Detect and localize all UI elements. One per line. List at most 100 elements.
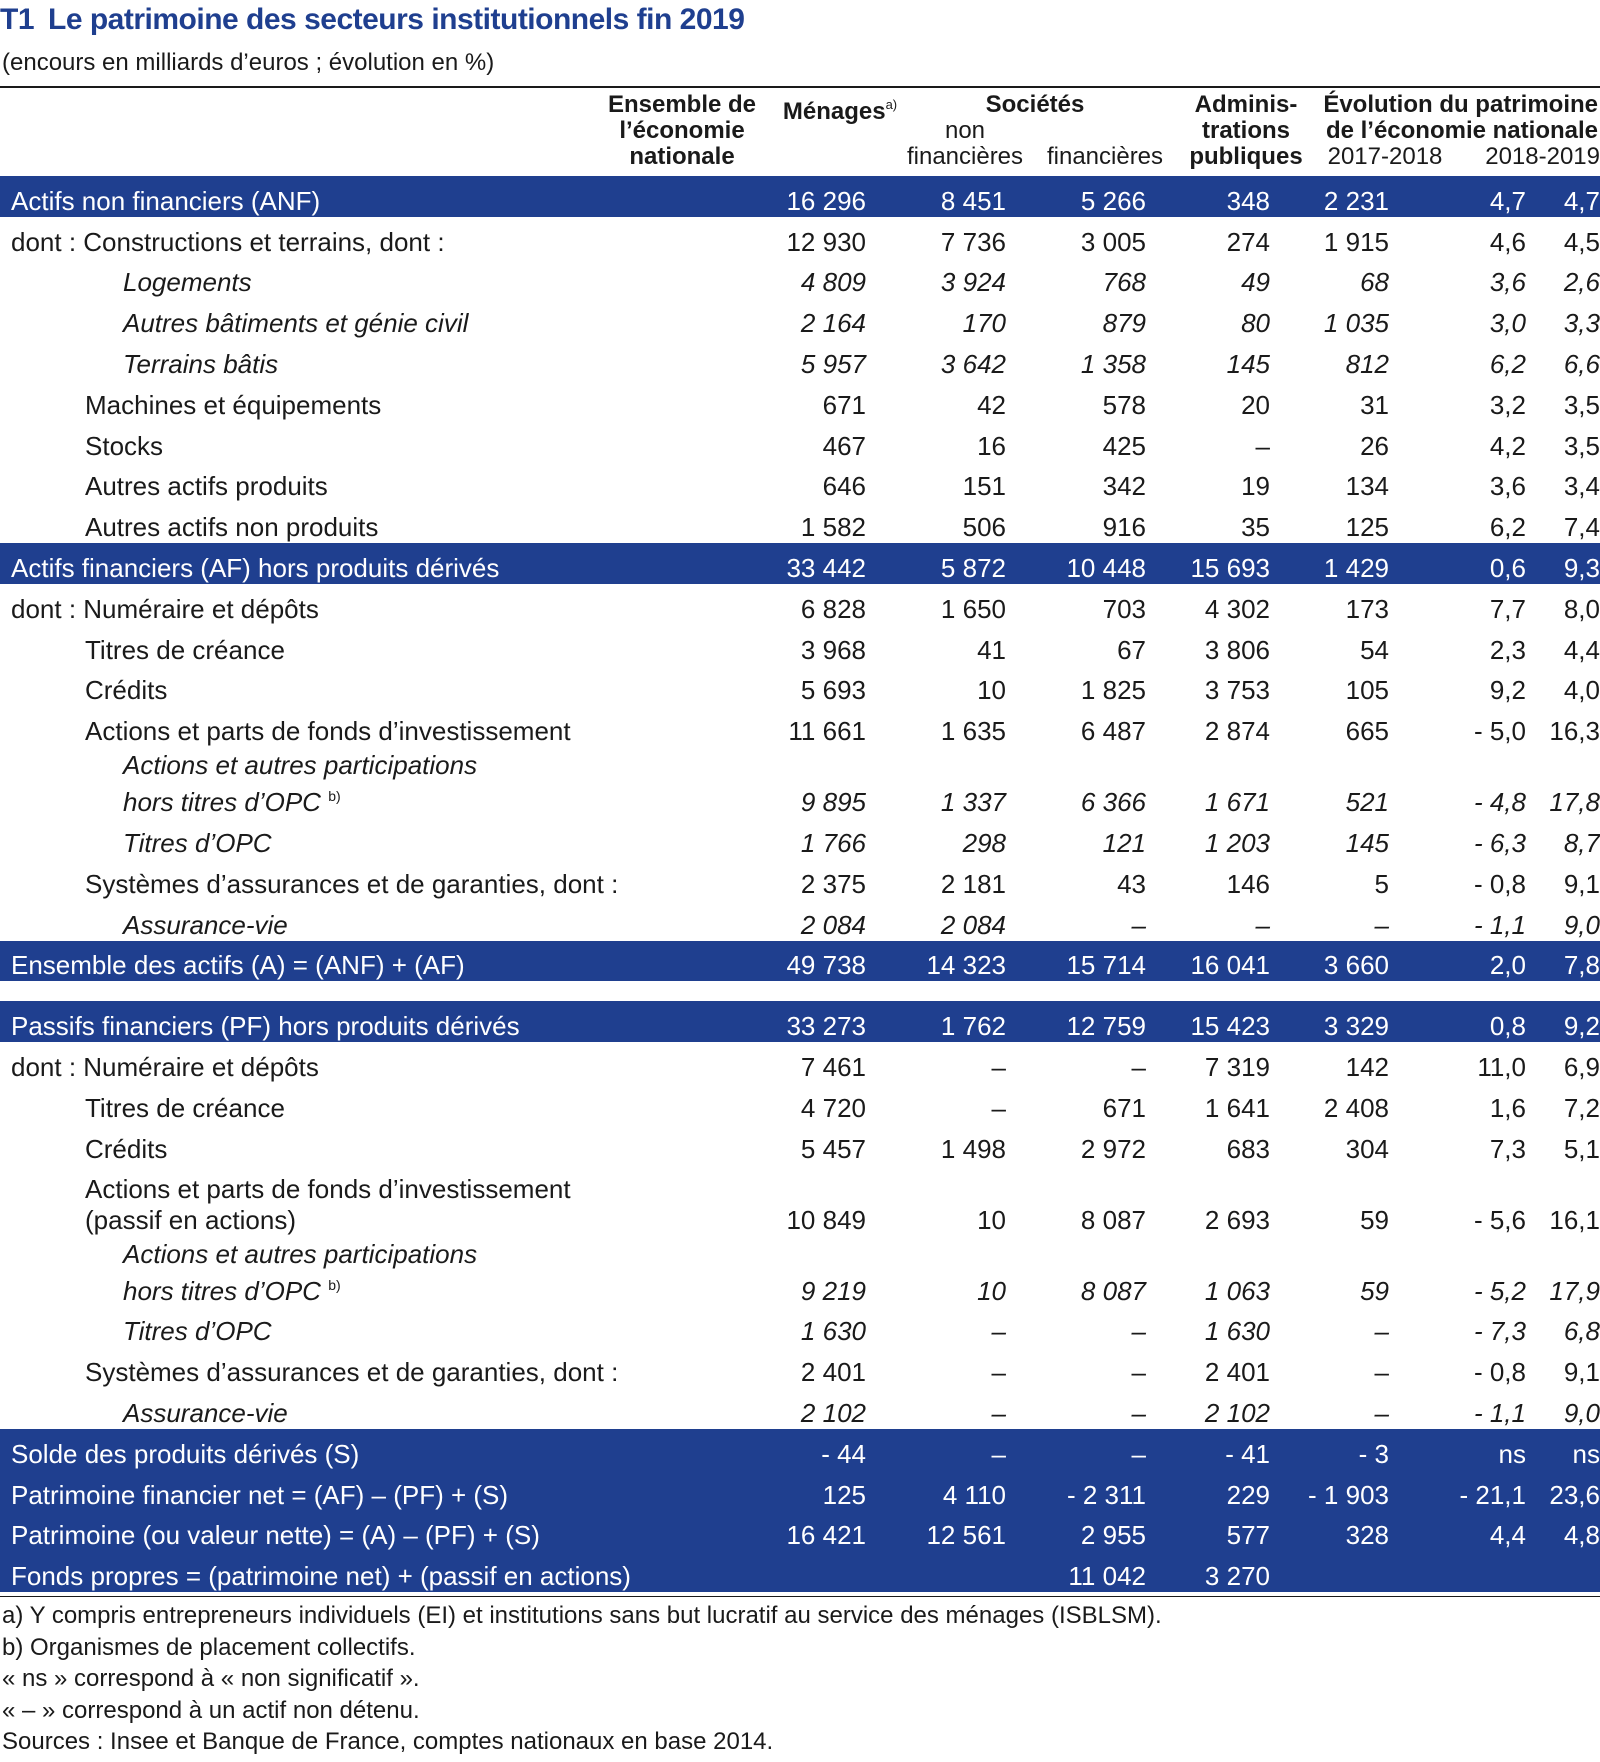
header-evolution-line1: Évolution du patrimoine bbox=[1323, 91, 1598, 118]
row-label: Autres actifs non produits bbox=[0, 502, 726, 543]
cell-snf: 1 825 bbox=[1080, 675, 1146, 706]
cell-menages: 3 642 bbox=[940, 348, 1006, 379]
cell-apu: 328 bbox=[1270, 1510, 1395, 1552]
cell-apu: 665 bbox=[1345, 716, 1389, 747]
cell-sf: 15 423 bbox=[1146, 1001, 1270, 1043]
row-label: Actifs non financiers (ANF) bbox=[0, 176, 726, 217]
header-ensemble-line1: Ensemble de bbox=[607, 91, 757, 118]
cell-evol-2017-2018: - 21,1 bbox=[1395, 1469, 1534, 1511]
header-ensemble: Ensemble de l’économie nationale bbox=[602, 92, 762, 170]
cell-evol-2018-2019 bbox=[1534, 1551, 1600, 1593]
cell-snf: 703 bbox=[1102, 593, 1146, 624]
cell-menages: – bbox=[991, 1316, 1006, 1347]
cell-menages: 14 323 bbox=[866, 940, 1006, 982]
cell-apu: 125 bbox=[1345, 512, 1389, 543]
header-societes: Sociétés bbox=[985, 91, 1085, 118]
patrimoine-table: Actifs non financiers (ANF) 16 296 8 451 5 … bbox=[0, 176, 1600, 1593]
table-row: Patrimoine financier net = (AF) – (PF) +… bbox=[0, 1469, 1600, 1511]
cell-evol-2017-2018 bbox=[1395, 1551, 1534, 1593]
cell-sf: - 41 bbox=[1146, 1428, 1270, 1470]
table-row: Machines et équipements 671 42 578 20 31 3,2 3,… bbox=[0, 380, 1600, 421]
cell-evol-2017-2018: - 6,3 bbox=[1473, 827, 1526, 858]
cell-ensemble: 12 930 bbox=[786, 226, 866, 257]
cell-sf: 35 bbox=[1241, 512, 1270, 543]
cell-sf: 683 bbox=[1226, 1133, 1270, 1164]
cell-evol-2017-2018: - 5,2 bbox=[1473, 1275, 1526, 1306]
cell-apu: 3 329 bbox=[1270, 1001, 1395, 1043]
cell-menages: 1 762 bbox=[866, 1001, 1006, 1043]
footer-rule bbox=[0, 1596, 1600, 1597]
cell-apu: 173 bbox=[1345, 593, 1389, 624]
cell-evol-2018-2019: 16,1 bbox=[1549, 1204, 1600, 1235]
cell-evol-2017-2018: 3,6 bbox=[1489, 471, 1526, 502]
cell-sf: 145 bbox=[1226, 348, 1270, 379]
header-ensemble-line3: nationale bbox=[629, 143, 735, 170]
cell-evol-2017-2018: 3,6 bbox=[1489, 267, 1526, 298]
cell-snf: 2 972 bbox=[1080, 1133, 1146, 1164]
cell-menages: 10 bbox=[977, 675, 1006, 706]
cell-apu: - 1 903 bbox=[1270, 1469, 1395, 1511]
cell-snf: 5 266 bbox=[1006, 176, 1146, 217]
cell-sf: 1 641 bbox=[1204, 1092, 1270, 1123]
row-label-text: Autres actifs produits bbox=[85, 471, 328, 502]
table-row: Terrains bâtis 5 957 3 642 1 358 145 812 6,2 6,… bbox=[0, 339, 1600, 380]
cell-sf: 2 401 bbox=[1204, 1357, 1270, 1388]
row-label-text-line2: hors titres d’OPC bbox=[123, 787, 321, 818]
cell-apu: 521 bbox=[1345, 787, 1389, 818]
note-ns: « ns » correspond à « non significatif »… bbox=[2, 1665, 420, 1692]
row-footnote-marker: b) bbox=[328, 1276, 341, 1293]
cell-evol-2018-2019: 9,0 bbox=[1563, 909, 1600, 940]
cell-menages: 1 650 bbox=[940, 593, 1006, 624]
row-label-text: dont : Numéraire et dépôts bbox=[11, 593, 319, 624]
row-label-text: Actions et autres participations bbox=[123, 750, 478, 781]
cell-apu: 1 915 bbox=[1323, 226, 1389, 257]
header-year2: 2018-2019 bbox=[1485, 143, 1600, 170]
cell-apu: 145 bbox=[1345, 827, 1389, 858]
row-label-text: Titres d’OPC bbox=[123, 827, 272, 858]
cell-evol-2018-2019: 6,9 bbox=[1563, 1051, 1600, 1082]
cell-evol-2018-2019: 9,3 bbox=[1534, 543, 1600, 584]
cell-ensemble: 9 895 bbox=[800, 787, 866, 818]
cell-evol-2017-2018: 4,4 bbox=[1395, 1510, 1534, 1552]
row-label: Actions et autres participations hors tit… bbox=[0, 747, 726, 818]
row-label: Actions et parts de fonds d’investisseme… bbox=[0, 1165, 726, 1236]
table-row: Systèmes d’assurances et de garanties, d… bbox=[0, 859, 1600, 900]
cell-snf: 879 bbox=[1102, 308, 1146, 339]
cell-apu: - 3 bbox=[1270, 1428, 1395, 1470]
cell-apu: – bbox=[1374, 1316, 1389, 1347]
row-label-text: Logements bbox=[123, 267, 252, 298]
table-body: Actifs non financiers (ANF) 16 296 8 451 5 … bbox=[0, 176, 1600, 1593]
row-label-text: dont : Constructions et terrains, dont : bbox=[11, 226, 445, 257]
row-label: Actions et autres participations hors tit… bbox=[0, 1236, 726, 1307]
row-label: Systèmes d’assurances et de garanties, d… bbox=[0, 859, 726, 900]
cell-snf: 768 bbox=[1102, 267, 1146, 298]
row-label-text: Titres de créance bbox=[85, 634, 285, 665]
cell-menages: 42 bbox=[977, 389, 1006, 420]
row-label-text-line2: hors titres d’OPC bbox=[123, 1275, 321, 1306]
table-row: Systèmes d’assurances et de garanties, d… bbox=[0, 1347, 1600, 1388]
cell-ensemble: 1 630 bbox=[800, 1316, 866, 1347]
cell-sf: 2 693 bbox=[1204, 1204, 1270, 1235]
cell-apu: 134 bbox=[1345, 471, 1389, 502]
cell-menages: 1 635 bbox=[940, 716, 1006, 747]
cell-apu: 5 bbox=[1374, 868, 1389, 899]
cell-ensemble: 5 957 bbox=[800, 348, 866, 379]
cell-snf: 8 087 bbox=[1080, 1204, 1146, 1235]
cell-evol-2018-2019: 9,1 bbox=[1563, 1357, 1600, 1388]
table-subtitle: (encours en milliards d’euros ; évolutio… bbox=[2, 49, 495, 76]
cell-sf: 1 203 bbox=[1204, 827, 1270, 858]
cell-apu: 2 231 bbox=[1270, 176, 1395, 217]
cell-evol-2018-2019: 7,2 bbox=[1563, 1092, 1600, 1123]
cell-apu: 2 408 bbox=[1323, 1092, 1389, 1123]
cell-sf: 20 bbox=[1241, 389, 1270, 420]
cell-ensemble: - 44 bbox=[726, 1428, 866, 1470]
row-label: Autres bâtiments et génie civil bbox=[0, 298, 726, 339]
cell-evol-2017-2018: 4,7 bbox=[1395, 176, 1534, 217]
cell-menages: 1 498 bbox=[940, 1133, 1006, 1164]
note-sources: Sources : Insee et Banque de France, com… bbox=[2, 1728, 774, 1755]
row-label: Patrimoine financier net = (AF) – (PF) +… bbox=[0, 1469, 726, 1511]
table-row: Titres de créance 4 720 – 671 1 641 2 408 1,6 7… bbox=[0, 1083, 1600, 1124]
cell-evol-2018-2019: ns bbox=[1534, 1428, 1600, 1470]
table-title-text: Le patrimoine des secteurs institutionne… bbox=[48, 3, 745, 36]
row-label-text: Actions et parts de fonds d’investisseme… bbox=[85, 716, 571, 747]
